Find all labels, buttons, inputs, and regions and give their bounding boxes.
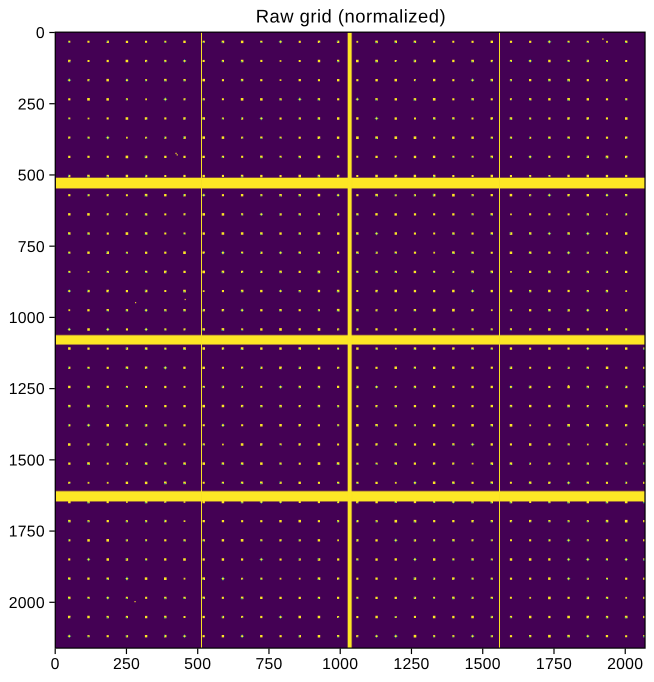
svg-text:1750: 1750 [9, 524, 45, 541]
svg-text:2000: 2000 [9, 595, 45, 612]
svg-text:1250: 1250 [9, 381, 45, 398]
svg-text:1750: 1750 [536, 656, 572, 673]
svg-text:0: 0 [36, 25, 45, 42]
svg-text:750: 750 [255, 656, 282, 673]
svg-text:1250: 1250 [393, 656, 429, 673]
svg-text:250: 250 [18, 96, 45, 113]
svg-text:0: 0 [51, 656, 60, 673]
svg-text:500: 500 [184, 656, 211, 673]
svg-text:750: 750 [18, 239, 45, 256]
svg-text:2000: 2000 [607, 656, 643, 673]
svg-text:Raw grid (normalized): Raw grid (normalized) [256, 6, 446, 27]
svg-text:1500: 1500 [9, 452, 45, 469]
svg-text:1000: 1000 [9, 310, 45, 327]
svg-text:250: 250 [113, 656, 140, 673]
svg-text:1000: 1000 [322, 656, 358, 673]
svg-text:500: 500 [18, 168, 45, 185]
svg-text:1500: 1500 [465, 656, 501, 673]
